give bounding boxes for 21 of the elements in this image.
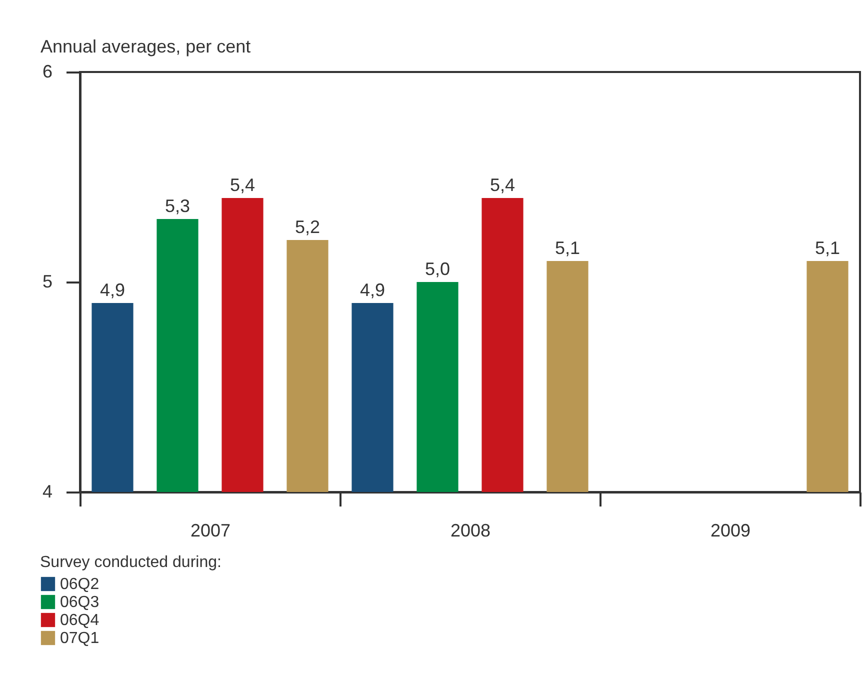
data-label: 5,4 [490,175,516,195]
x-tick-label: 2008 [450,520,491,540]
legend-label: 06Q2 [60,576,100,593]
y-tick-label: 6 [42,62,52,82]
data-label: 5,1 [554,238,580,258]
legend-label: 07Q1 [60,630,100,647]
y-tick-label: 4 [42,482,52,502]
data-label: 5,3 [164,196,190,216]
x-tick-label: 2007 [190,520,231,540]
data-label: 5,1 [814,238,840,258]
y-tick-label: 5 [42,272,52,292]
data-label: 5,4 [230,175,256,195]
legend-title: Survey conducted during: [40,554,222,571]
data-label: 4,9 [360,280,386,300]
legend-label: 06Q3 [60,594,100,611]
data-label: 4,9 [100,280,126,300]
y-axis-title: Annual averages, per cent [40,36,251,56]
data-label: 5,0 [424,259,450,279]
legend-label: 06Q4 [60,612,100,629]
x-tick-label: 2009 [710,520,751,540]
data-label: 5,2 [294,217,320,237]
